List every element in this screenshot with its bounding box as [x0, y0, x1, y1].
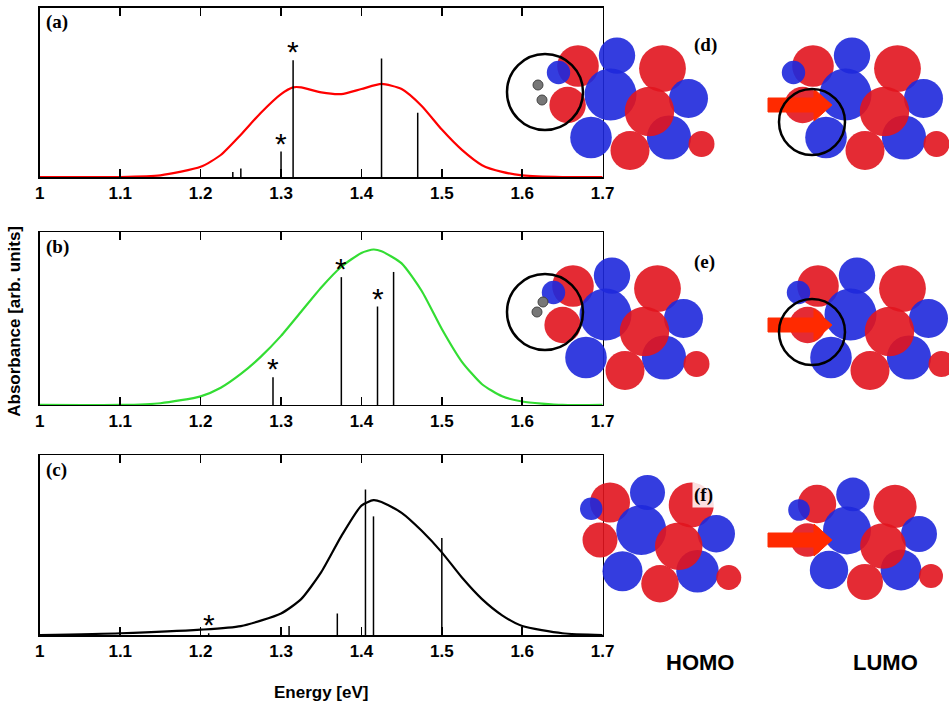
- svg-text:HOMO: HOMO: [666, 650, 734, 675]
- svg-text:*: *: [275, 127, 287, 160]
- svg-text:1.2: 1.2: [189, 184, 213, 203]
- svg-text:1.2: 1.2: [189, 642, 213, 661]
- svg-text:(a): (a): [46, 11, 68, 33]
- svg-text:1.5: 1.5: [430, 642, 454, 661]
- svg-text:1.1: 1.1: [108, 642, 132, 661]
- svg-text:1.5: 1.5: [430, 184, 454, 203]
- svg-text:1.4: 1.4: [350, 412, 374, 431]
- svg-text:(b): (b): [46, 236, 69, 258]
- svg-text:*: *: [335, 252, 347, 285]
- svg-text:*: *: [267, 352, 279, 385]
- svg-text:1.6: 1.6: [510, 184, 534, 203]
- svg-text:1.4: 1.4: [350, 642, 374, 661]
- svg-text:LUMO: LUMO: [853, 650, 918, 675]
- svg-text:1.1: 1.1: [108, 412, 132, 431]
- svg-text:Absorbance [arb. units]: Absorbance [arb. units]: [5, 226, 24, 417]
- svg-text:1: 1: [35, 184, 44, 203]
- svg-text:1.1: 1.1: [108, 184, 132, 203]
- svg-text:1.5: 1.5: [430, 412, 454, 431]
- svg-text:1.3: 1.3: [269, 184, 293, 203]
- svg-text:1.7: 1.7: [591, 184, 615, 203]
- svg-text:1.4: 1.4: [350, 184, 374, 203]
- svg-text:Energy [eV]: Energy [eV]: [274, 683, 368, 702]
- svg-text:1: 1: [35, 412, 44, 431]
- svg-text:1: 1: [35, 642, 44, 661]
- svg-text:1.2: 1.2: [189, 412, 213, 431]
- svg-text:(d): (d): [694, 34, 717, 56]
- svg-text:1.7: 1.7: [591, 642, 615, 661]
- svg-text:1.3: 1.3: [269, 412, 293, 431]
- svg-text:1.6: 1.6: [510, 412, 534, 431]
- svg-text:(c): (c): [46, 459, 67, 481]
- svg-text:1.7: 1.7: [591, 412, 615, 431]
- svg-text:1.3: 1.3: [269, 642, 293, 661]
- svg-text:(e): (e): [694, 251, 715, 273]
- svg-text:*: *: [203, 608, 215, 641]
- svg-text:*: *: [287, 35, 299, 68]
- svg-text:1.6: 1.6: [510, 642, 534, 661]
- svg-text:*: *: [372, 282, 384, 315]
- svg-text:(f): (f): [694, 484, 713, 506]
